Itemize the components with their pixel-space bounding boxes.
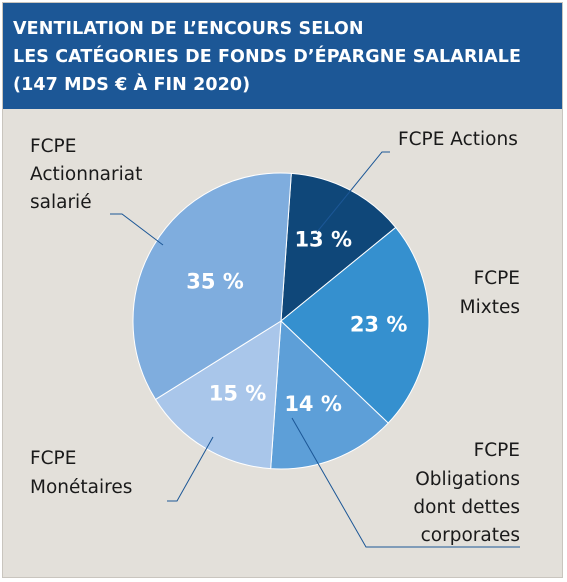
category-label-actionnariat: FCPE (30, 136, 76, 157)
category-label-mixtes: FCPE (474, 268, 520, 289)
chart-title: VENTILATION DE L’ENCOURS SELON LES CATÉG… (3, 3, 562, 109)
title-line-3: (147 MDS € À FIN 2020) (13, 75, 251, 95)
category-label-obligations: corporates (421, 525, 520, 546)
data-label-actionnariat: 35 % (186, 269, 244, 293)
title-line-2: LES CATÉGORIES DE FONDS D’ÉPARGNE SALARI… (13, 47, 522, 67)
data-label-actions: 13 % (294, 228, 352, 252)
data-label-mixtes: 23 % (350, 313, 408, 337)
data-label-monetaires: 15 % (209, 381, 267, 405)
category-label-obligations: dont dettes (413, 497, 520, 518)
pie-slice-actionnariat (132, 172, 292, 401)
category-label-obligations: Obligations (415, 469, 520, 490)
pie-slice-monetaires (154, 320, 282, 470)
leader-line-monetaires (167, 436, 214, 502)
pie-slice-mixtes (280, 226, 430, 424)
category-label-actionnariat: salarié (30, 192, 92, 213)
chart-panel: VENTILATION DE L’ENCOURS SELON LES CATÉG… (2, 2, 563, 578)
title-line-1: VENTILATION DE L’ENCOURS SELON (13, 19, 364, 39)
data-label-obligations: 14 % (284, 392, 342, 416)
category-label-monetaires: Monétaires (30, 477, 132, 498)
category-label-mixtes: Mixtes (460, 297, 520, 318)
leader-line-actions (316, 151, 390, 233)
leader-line-actionnariat (110, 213, 164, 246)
category-label-obligations: FCPE (474, 440, 520, 461)
category-label-monetaires: FCPE (30, 448, 76, 469)
pie-slice-actions (280, 172, 397, 323)
category-label-actions: FCPE Actions (398, 129, 518, 150)
leader-line-obligations (291, 417, 520, 548)
category-label-actionnariat: Actionnariat (30, 164, 142, 185)
